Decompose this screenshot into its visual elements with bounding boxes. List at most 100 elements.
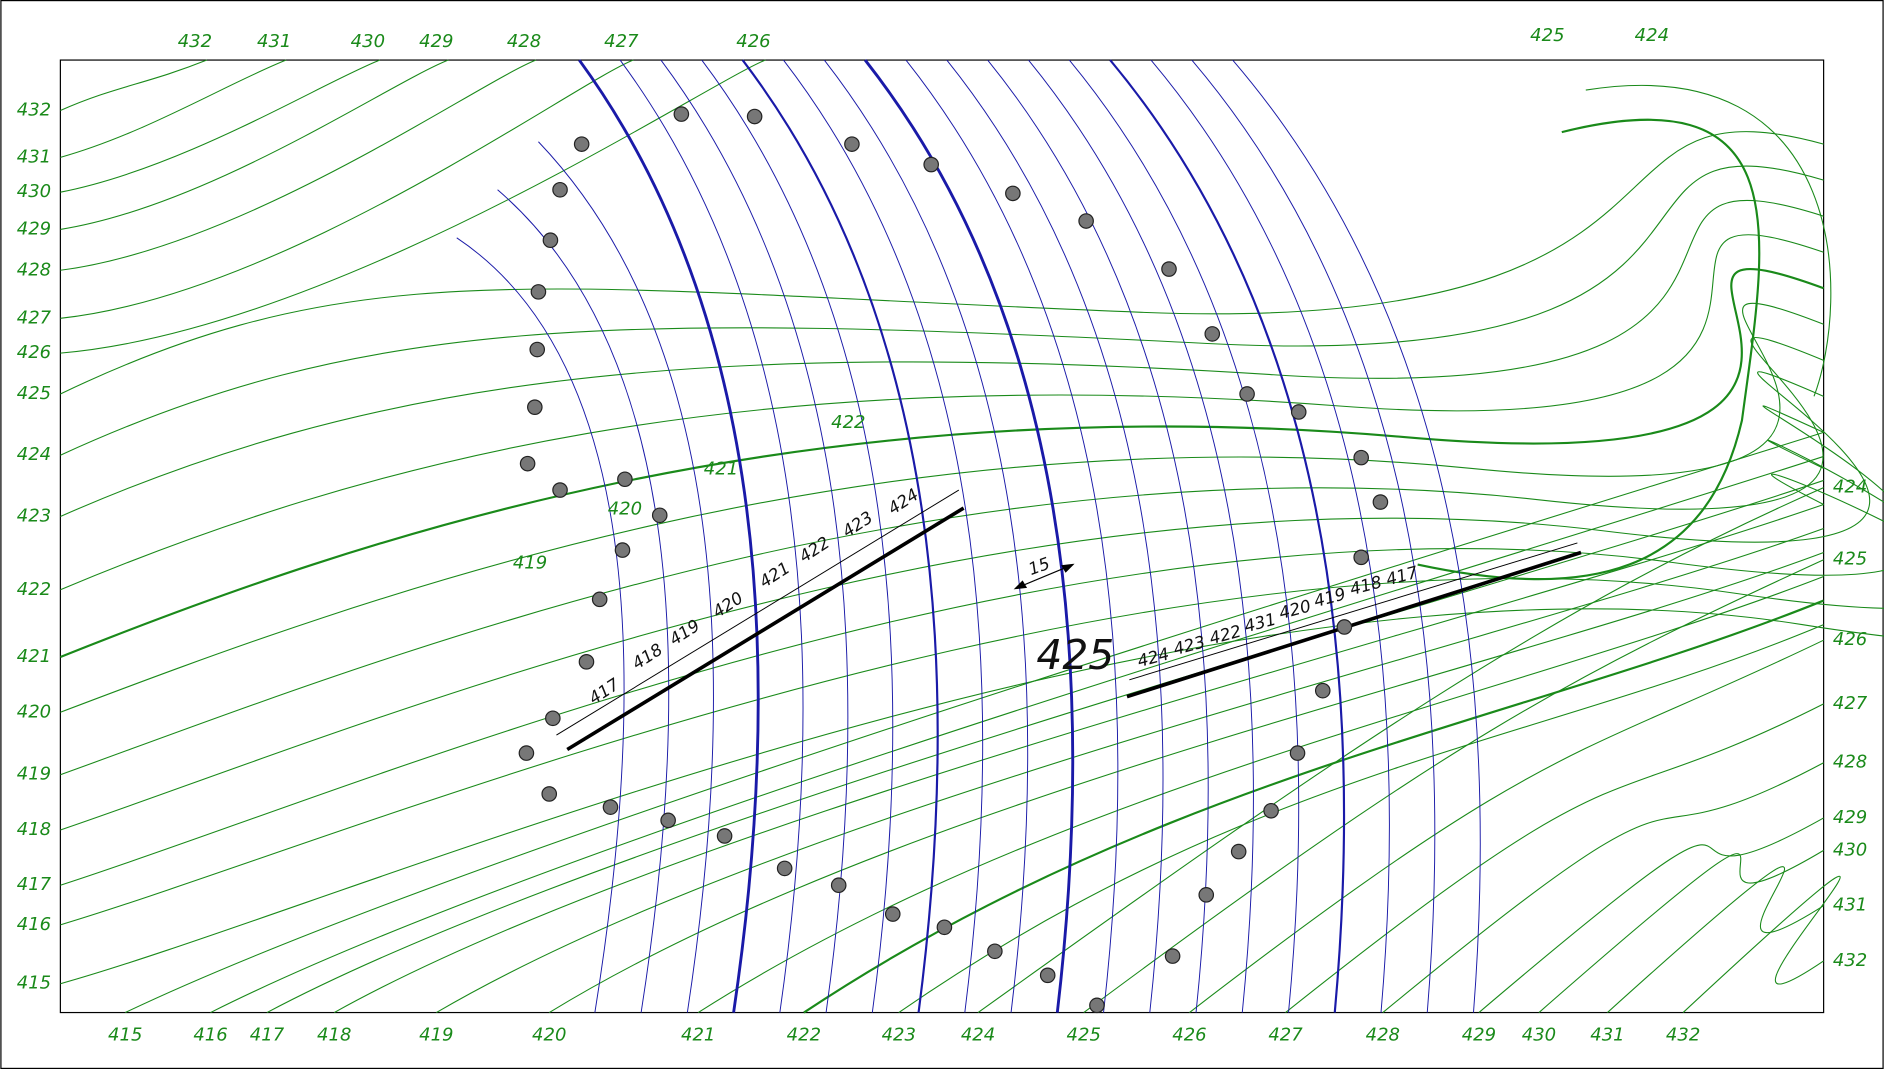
stakes (518, 106, 1389, 1014)
stake (519, 455, 536, 472)
contour (60, 59, 766, 354)
label: 431 (1833, 895, 1867, 916)
design-contour (660, 59, 849, 1013)
label: 422 (831, 412, 865, 433)
label: 426 (1833, 629, 1867, 650)
label: 425 (1530, 25, 1564, 46)
contour (59, 268, 1824, 659)
contours (59, 59, 1884, 1014)
label: 432 (178, 31, 212, 52)
stake (673, 106, 690, 122)
contour (60, 473, 1884, 985)
stake (527, 399, 543, 415)
stake (1230, 843, 1247, 860)
contour (1538, 849, 1824, 1013)
stake (776, 860, 793, 877)
contour (60, 59, 208, 111)
label: 419 (419, 1024, 453, 1045)
label: 425 (1833, 549, 1867, 570)
stake (1089, 997, 1105, 1014)
contour (697, 576, 1824, 1014)
label: 417 (250, 1024, 285, 1045)
contour (60, 336, 1824, 776)
design-contour (823, 59, 1029, 1013)
stake (1263, 802, 1279, 819)
label: 430 (17, 181, 51, 202)
stake (1198, 887, 1215, 903)
contour (1189, 639, 1824, 1013)
contour (60, 59, 287, 158)
section-line (566, 506, 965, 752)
design-contour (456, 237, 625, 1013)
stake (987, 943, 1003, 960)
label: 421 (704, 459, 738, 480)
stake (591, 591, 608, 608)
contour (60, 59, 537, 271)
label: 419 (17, 764, 51, 785)
label: 418 (17, 819, 51, 840)
label: 425 (17, 383, 51, 404)
label: 430 (351, 31, 385, 52)
stake (530, 284, 547, 300)
label: 420 (17, 701, 51, 722)
contour (60, 439, 1884, 926)
contour (1285, 703, 1824, 1013)
stake (884, 906, 901, 922)
stake (552, 181, 568, 198)
stake (545, 710, 561, 727)
label: 422 (17, 579, 51, 600)
contour (210, 455, 1824, 1014)
label: 432 (1833, 950, 1867, 971)
contour (266, 479, 1824, 1014)
contour (60, 165, 1824, 456)
stake (1078, 213, 1094, 229)
design-contour (741, 59, 939, 1013)
stake (716, 828, 733, 844)
design-contour (1028, 59, 1254, 1013)
stake (651, 507, 668, 524)
stake (542, 232, 559, 249)
stake (923, 156, 939, 173)
label: 428 (507, 31, 541, 52)
label: 424 (961, 1024, 995, 1045)
stake (1336, 619, 1353, 635)
stake (614, 542, 631, 558)
contour (1585, 84, 1832, 397)
stake (1239, 386, 1255, 402)
label: 428 (17, 259, 51, 280)
stake (552, 482, 568, 498)
stake (617, 471, 633, 488)
stake (1290, 404, 1307, 420)
stake (936, 919, 953, 936)
label: 429 (17, 218, 51, 239)
stake (1353, 549, 1369, 566)
stake (1164, 948, 1181, 964)
label: 416 (193, 1024, 227, 1045)
stake (541, 786, 558, 802)
label: 418 (317, 1024, 351, 1045)
label: 428 (1833, 752, 1867, 773)
contour (1417, 118, 1761, 581)
design-contour (1109, 59, 1346, 1013)
label: 432 (17, 100, 51, 121)
stake (1289, 745, 1306, 761)
label: 430 (1833, 839, 1867, 860)
label: 426 (736, 31, 770, 52)
section-line (1126, 550, 1582, 699)
contour (1382, 762, 1824, 1013)
label: 422 (787, 1024, 821, 1045)
design-contour (905, 59, 1119, 1013)
contour (436, 527, 1824, 1014)
label: 426 (1172, 1024, 1206, 1045)
label: 425 (1067, 1024, 1101, 1045)
label: 427 (604, 31, 639, 52)
label: 420 (532, 1024, 566, 1045)
label: 426 (17, 342, 51, 363)
contour (333, 503, 1824, 1014)
stake (1204, 326, 1221, 342)
design-contour (1150, 59, 1390, 1013)
stake (573, 136, 590, 152)
stake (1039, 967, 1056, 984)
